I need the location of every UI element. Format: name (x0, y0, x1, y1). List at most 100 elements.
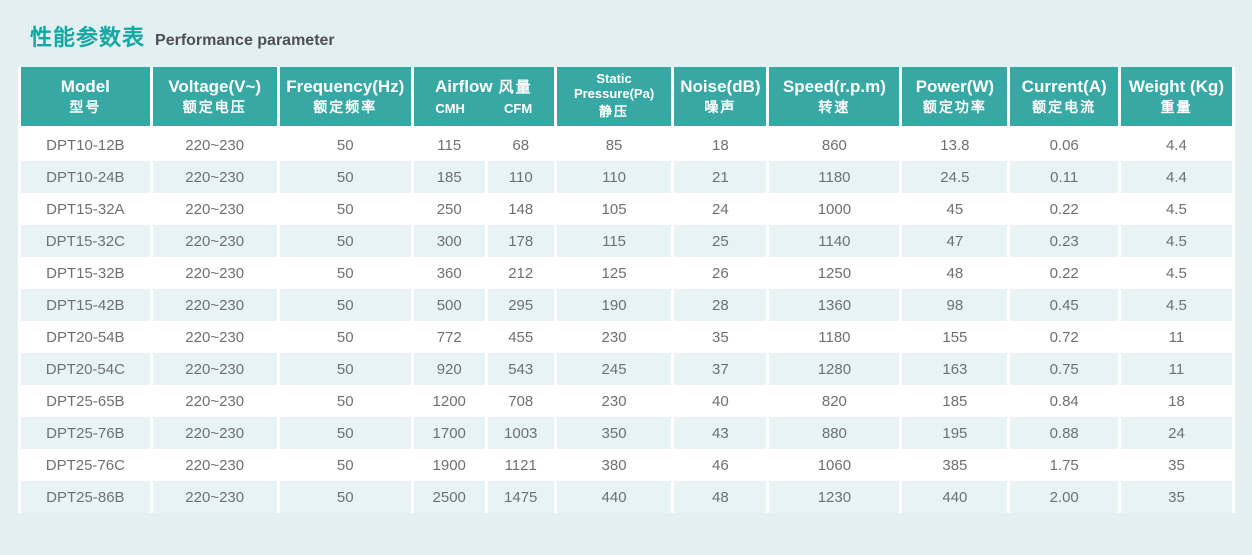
cell-speed: 1280 (769, 353, 900, 385)
col-header-weight-en: Weight (Kg) (1128, 76, 1224, 96)
cell-model: DPT15-32C (21, 225, 150, 257)
cell-power: 185 (902, 385, 1008, 417)
table-row: DPT25-76C 220~230 50 1900 1121 380 46 10… (21, 449, 1232, 481)
cell-speed: 1060 (769, 449, 900, 481)
cell-voltage: 220~230 (152, 449, 277, 481)
cell-current: 0.23 (1010, 225, 1118, 257)
cell-voltage: 220~230 (152, 193, 277, 225)
table-row: DPT25-76B 220~230 50 1700 1003 350 43 88… (21, 417, 1232, 449)
col-header-current-zh: 额定电流 (1032, 99, 1097, 116)
cell-static-pressure: 245 (556, 353, 672, 385)
cell-weight: 24 (1120, 417, 1232, 449)
cell-frequency: 50 (279, 225, 411, 257)
cell-speed: 1250 (769, 257, 900, 289)
col-header-current: Current(A) 额定电流 (1010, 67, 1118, 129)
cell-model: DPT25-65B (21, 385, 150, 417)
cell-model: DPT20-54B (21, 321, 150, 353)
cell-airflow-cmh: 1900 (413, 449, 485, 481)
col-header-airflow-cfm: CFM (504, 100, 533, 116)
cell-model: DPT15-32B (21, 257, 150, 289)
cell-weight: 11 (1120, 353, 1232, 385)
cell-voltage: 220~230 (152, 385, 277, 417)
col-header-airflow: Airflow 风量 CMH CFM (413, 67, 554, 129)
cell-frequency: 50 (279, 481, 411, 513)
cell-voltage: 220~230 (152, 481, 277, 513)
table-row: DPT20-54C 220~230 50 920 543 245 37 1280… (21, 353, 1232, 385)
col-header-model-en: Model (60, 76, 110, 96)
cell-static-pressure: 110 (556, 161, 672, 193)
cell-weight: 4.4 (1120, 161, 1232, 193)
col-header-model-zh: 型号 (69, 99, 102, 116)
cell-static-pressure: 350 (556, 417, 672, 449)
cell-airflow-cmh: 360 (413, 257, 485, 289)
cell-voltage: 220~230 (152, 225, 277, 257)
cell-weight: 35 (1120, 449, 1232, 481)
cell-noise: 25 (674, 225, 767, 257)
col-header-power-en: Power(W) (915, 76, 995, 96)
cell-noise: 18 (674, 129, 767, 161)
cell-power: 155 (902, 321, 1008, 353)
cell-weight: 4.5 (1120, 193, 1232, 225)
cell-power: 24.5 (902, 161, 1008, 193)
cell-frequency: 50 (279, 161, 411, 193)
page-title: 性能参数表 Performance parameter (0, 0, 1252, 52)
cell-power: 45 (902, 193, 1008, 225)
cell-current: 2.00 (1010, 481, 1118, 513)
table-row: DPT15-32B 220~230 50 360 212 125 26 1250… (21, 257, 1232, 289)
col-header-static-pressure-en: Static Pressure(Pa) (573, 71, 655, 102)
col-header-static-pressure-zh: 静压 (599, 103, 630, 119)
col-header-airflow-zh: 风量 (498, 79, 533, 97)
cell-airflow-cmh: 300 (413, 225, 485, 257)
table-header: Model 型号 Voltage(V~) 额定电压 Frequency(Hz) … (21, 67, 1232, 129)
cell-voltage: 220~230 (152, 417, 277, 449)
cell-static-pressure: 230 (556, 321, 672, 353)
cell-static-pressure: 440 (556, 481, 672, 513)
cell-airflow-cfm: 708 (487, 385, 554, 417)
cell-current: 0.06 (1010, 129, 1118, 161)
cell-weight: 18 (1120, 385, 1232, 417)
cell-noise: 46 (674, 449, 767, 481)
col-header-weight: Weight (Kg) 重量 (1120, 67, 1232, 129)
cell-noise: 35 (674, 321, 767, 353)
cell-power: 195 (902, 417, 1008, 449)
cell-airflow-cfm: 455 (487, 321, 554, 353)
cell-airflow-cmh: 1200 (413, 385, 485, 417)
cell-static-pressure: 125 (556, 257, 672, 289)
cell-static-pressure: 230 (556, 385, 672, 417)
cell-airflow-cmh: 1700 (413, 417, 485, 449)
cell-airflow-cfm: 295 (487, 289, 554, 321)
col-header-airflow-line: Airflow 风量 (416, 77, 552, 97)
cell-power: 385 (902, 449, 1008, 481)
cell-static-pressure: 190 (556, 289, 672, 321)
col-header-airflow-cmh: CMH (435, 100, 465, 116)
cell-frequency: 50 (279, 289, 411, 321)
col-header-noise-zh: 噪声 (704, 99, 737, 116)
col-header-model: Model 型号 (21, 67, 150, 129)
cell-current: 0.22 (1010, 257, 1118, 289)
performance-table: Model 型号 Voltage(V~) 额定电压 Frequency(Hz) … (18, 67, 1235, 513)
col-header-frequency-zh: 额定频率 (313, 99, 378, 116)
cell-speed: 820 (769, 385, 900, 417)
cell-airflow-cfm: 212 (487, 257, 554, 289)
table-row: DPT25-65B 220~230 50 1200 708 230 40 820… (21, 385, 1232, 417)
table-row: DPT15-42B 220~230 50 500 295 190 28 1360… (21, 289, 1232, 321)
cell-noise: 40 (674, 385, 767, 417)
cell-model: DPT15-42B (21, 289, 150, 321)
page-title-en: Performance parameter (155, 32, 335, 49)
cell-speed: 880 (769, 417, 900, 449)
cell-airflow-cmh: 500 (413, 289, 485, 321)
cell-voltage: 220~230 (152, 353, 277, 385)
cell-airflow-cmh: 2500 (413, 481, 485, 513)
cell-airflow-cfm: 1121 (487, 449, 554, 481)
cell-noise: 43 (674, 417, 767, 449)
cell-weight: 4.5 (1120, 289, 1232, 321)
cell-voltage: 220~230 (152, 129, 277, 161)
cell-static-pressure: 380 (556, 449, 672, 481)
col-header-speed-zh: 转速 (818, 99, 851, 116)
cell-weight: 4.4 (1120, 129, 1232, 161)
col-header-noise: Noise(dB) 噪声 (674, 67, 767, 129)
col-header-airflow-en: Airflow (434, 77, 493, 97)
cell-airflow-cfm: 1475 (487, 481, 554, 513)
cell-frequency: 50 (279, 193, 411, 225)
cell-airflow-cfm: 148 (487, 193, 554, 225)
